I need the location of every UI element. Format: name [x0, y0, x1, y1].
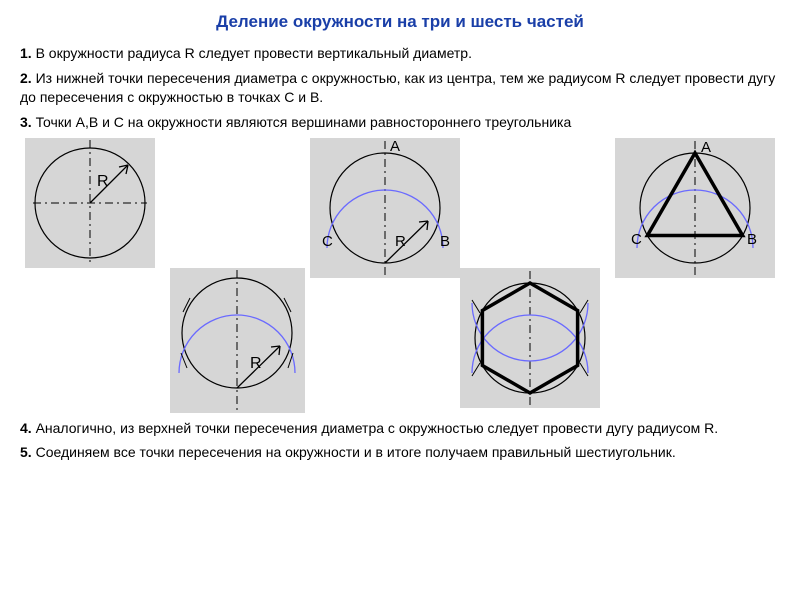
step-1-num: 1. — [20, 45, 32, 61]
step-4-text: Аналогично, из верхней точки пересечения… — [32, 420, 718, 436]
step-4-num: 4. — [20, 420, 32, 436]
figure-2: R — [170, 268, 305, 413]
figure-3: R A C B — [310, 138, 460, 278]
label-A: A — [390, 138, 400, 155]
label-C-5: C — [631, 231, 642, 248]
figure-1: R — [25, 138, 155, 268]
figure-row: R R R A — [20, 138, 780, 413]
step-2-text: Из нижней точки пересечения диаметра с о… — [20, 70, 775, 105]
label-R-3: R — [395, 233, 406, 250]
label-B-5: B — [747, 231, 757, 248]
page-title: Деление окружности на три и шесть частей — [20, 12, 780, 32]
step-2-num: 2. — [20, 70, 32, 86]
step-5: 5. Соединяем все точки пересечения на ок… — [20, 443, 780, 462]
step-5-num: 5. — [20, 444, 32, 460]
label-R: R — [97, 173, 109, 190]
step-1-text: В окружности радиуса R следует провести … — [32, 45, 472, 61]
step-3-num: 3. — [20, 114, 32, 130]
label-B: B — [440, 233, 450, 250]
step-5-text: Соединяем все точки пересечения на окруж… — [32, 444, 676, 460]
label-R-2: R — [250, 355, 262, 372]
step-1: 1. В окружности радиуса R следует провес… — [20, 44, 780, 63]
step-3: 3. Точки A,B и C на окружности являются … — [20, 113, 780, 132]
step-4: 4. Аналогично, из верхней точки пересече… — [20, 419, 780, 438]
figure-4 — [460, 268, 600, 408]
label-C: C — [322, 233, 333, 250]
step-3-text: Точки A,B и C на окружности являются вер… — [32, 114, 572, 130]
label-A-5: A — [701, 139, 711, 156]
figure-5: A C B — [615, 138, 775, 278]
step-2: 2. Из нижней точки пересечения диаметра … — [20, 69, 780, 107]
